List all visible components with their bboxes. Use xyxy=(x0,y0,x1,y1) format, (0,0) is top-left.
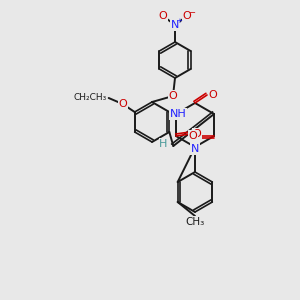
Text: O: O xyxy=(208,90,217,100)
Text: N: N xyxy=(171,20,179,30)
Text: O: O xyxy=(159,11,167,21)
Text: NH: NH xyxy=(169,109,186,119)
Text: H: H xyxy=(159,139,167,149)
Text: +: + xyxy=(176,18,182,24)
Text: O: O xyxy=(189,131,197,141)
Text: O: O xyxy=(118,99,127,109)
Text: O: O xyxy=(169,91,177,101)
Text: CH₂CH₃: CH₂CH₃ xyxy=(74,94,107,103)
Text: O: O xyxy=(193,129,201,139)
Text: O: O xyxy=(183,11,191,21)
Text: −: − xyxy=(188,8,196,17)
Text: CH₃: CH₃ xyxy=(185,217,205,227)
Text: N: N xyxy=(191,144,199,154)
